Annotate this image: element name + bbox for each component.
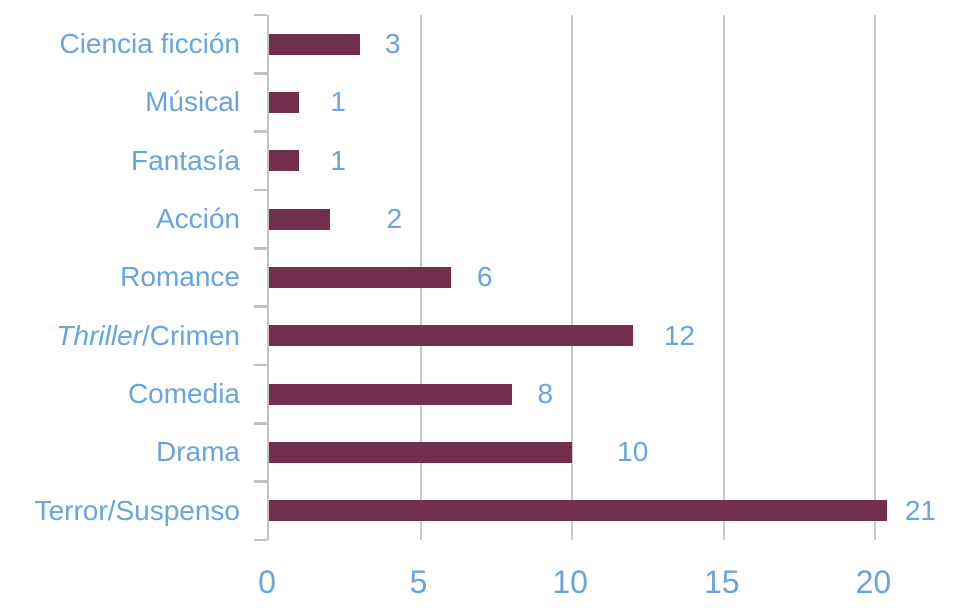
bar	[269, 383, 512, 405]
category-label: Comedia	[127, 378, 240, 410]
category-label-regular-part: /Crimen	[141, 319, 240, 351]
bar-row: 6	[269, 248, 936, 306]
x-axis-tick-labels: 0 5 10 15 20	[258, 558, 934, 606]
y-axis-tick	[253, 422, 267, 425]
bar-row: 21	[269, 482, 936, 540]
gridline	[571, 15, 574, 540]
x-axis-tick-label: 10	[552, 564, 588, 600]
x-axis-tick-label: 15	[703, 564, 740, 600]
category-label: Thriller/Crimen	[0, 307, 240, 365]
y-axis-tick	[253, 480, 267, 483]
category-label: Ciencia ficción	[59, 28, 240, 60]
value-label: 8	[537, 378, 554, 410]
bar-row: 12	[269, 307, 936, 365]
category-label: Fantasía	[131, 144, 240, 176]
plot-area: 3 1 1 2 6 12 8 10 21	[253, 13, 936, 542]
gridline	[874, 15, 877, 540]
bar-series: 3 1 1 2 6 12 8 10 21	[269, 15, 936, 540]
bar	[269, 208, 330, 230]
value-label: 1	[330, 144, 346, 176]
bar	[269, 325, 633, 347]
x-axis-tick-label: 20	[855, 564, 892, 600]
bar-row: 8	[269, 365, 936, 423]
y-axis-tick	[253, 305, 267, 308]
bar-row: 2	[269, 190, 936, 248]
bar-row: 3	[269, 15, 936, 73]
category-label: Acción	[155, 203, 240, 235]
y-axis-tick	[253, 130, 267, 133]
bar-row: 1	[269, 132, 936, 190]
bar	[269, 266, 451, 288]
category-label: Terror/Suspenso	[34, 494, 240, 526]
y-axis-tick	[253, 13, 267, 17]
bar-row: 1	[269, 73, 936, 131]
bar	[269, 91, 300, 113]
category-axis-labels: Ciencia ficción Músical Fantasía Acción Roma…	[0, 15, 240, 540]
value-label: 12	[663, 319, 695, 351]
category-label: Romance	[120, 261, 240, 293]
y-axis-tick	[253, 247, 267, 250]
value-label: 3	[384, 28, 401, 60]
value-label: 21	[904, 494, 936, 526]
category-label-italic-part: Thriller	[56, 319, 142, 351]
bar	[269, 500, 887, 522]
value-label: 1	[330, 86, 346, 118]
bar	[269, 150, 300, 172]
category-label: Músical	[145, 86, 240, 118]
bar-row: 10	[269, 423, 936, 481]
bar	[269, 441, 573, 463]
value-label: 2	[386, 203, 403, 235]
value-label: 10	[617, 436, 649, 468]
bar	[269, 33, 360, 55]
value-label: 6	[476, 261, 493, 293]
category-label: Drama	[155, 436, 240, 468]
x-axis-tick-label: 0	[258, 564, 276, 600]
y-axis-tick	[253, 72, 267, 75]
gridline	[722, 15, 725, 540]
y-axis-tick	[253, 363, 267, 367]
y-axis-tick	[253, 538, 267, 542]
x-axis-tick-label: 5	[409, 564, 428, 600]
y-axis-tick	[253, 188, 267, 192]
